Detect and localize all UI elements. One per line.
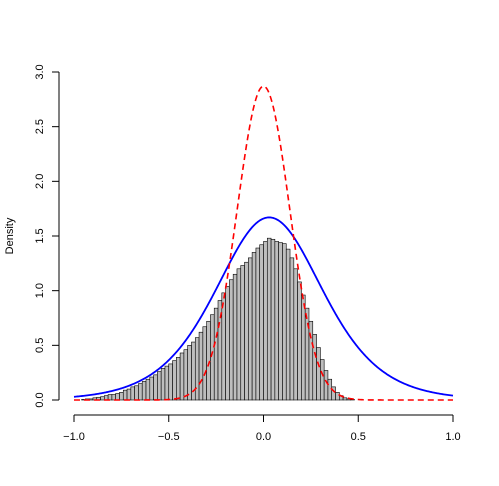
x-tick-label: −1.0 <box>63 431 85 443</box>
y-tick-label: 3.0 <box>34 64 46 79</box>
histogram-bar <box>244 261 249 401</box>
histogram-bars <box>81 237 355 401</box>
y-axis: 0.0 0.5 1.0 1.5 2.0 2.5 3.0 <box>34 64 60 408</box>
histogram-bar <box>164 365 170 401</box>
x-tick-label: −0.5 <box>158 431 180 443</box>
histogram-bar <box>225 285 230 401</box>
histogram-bar <box>236 268 242 401</box>
histogram-bar <box>149 376 154 401</box>
histogram-bar <box>312 334 317 401</box>
histogram-bar <box>172 360 177 401</box>
histogram-bar <box>248 257 253 401</box>
y-tick-label: 0.0 <box>34 392 46 407</box>
histogram-bar <box>107 394 113 401</box>
histogram-bar <box>285 248 291 401</box>
histogram-bar <box>320 359 325 401</box>
histogram-bar <box>327 378 333 401</box>
histogram-bar <box>183 349 189 401</box>
x-tick-label: 0.0 <box>256 431 271 443</box>
histogram-bar <box>251 252 257 401</box>
y-tick-label: 2.5 <box>34 119 46 134</box>
histogram-bar <box>134 385 139 401</box>
x-axis: −1.0 −0.5 0.0 0.5 1.0 <box>63 414 461 443</box>
y-tick-label: 2.0 <box>34 174 46 189</box>
histogram-bar <box>160 367 166 401</box>
histogram-bar <box>130 386 135 401</box>
histogram-bar <box>126 388 132 401</box>
x-tick-label: 0.5 <box>351 431 366 443</box>
histogram-bar <box>153 374 158 401</box>
histogram-bar <box>229 279 234 401</box>
histogram-bar <box>278 242 283 401</box>
histogram-bar <box>270 238 276 401</box>
histogram-bar <box>111 394 116 401</box>
y-tick-label: 1.5 <box>34 228 46 243</box>
y-axis-label: Density <box>4 217 16 254</box>
histogram-bar <box>210 314 215 401</box>
histogram-bar <box>115 393 120 401</box>
histogram-bar <box>157 371 162 401</box>
normal-density-curve <box>74 85 453 401</box>
histogram-bar <box>179 352 185 401</box>
histogram-bar <box>274 241 279 401</box>
histogram-bar <box>289 257 295 401</box>
histogram-bar <box>297 281 302 401</box>
histogram-bar <box>168 363 173 401</box>
histogram-bar <box>100 396 105 401</box>
histogram-bar <box>138 383 143 401</box>
histogram-bar <box>282 243 287 401</box>
histogram-bar <box>119 392 124 401</box>
histogram-bar <box>206 320 211 401</box>
histogram-bar <box>304 307 310 401</box>
histogram-bar <box>255 247 261 401</box>
histogram-bar <box>266 237 272 401</box>
density-curves <box>73 85 454 401</box>
x-tick-label: 1.0 <box>445 431 460 443</box>
histogram-bar <box>259 244 264 401</box>
histogram-bar <box>316 347 321 401</box>
histogram-bar <box>232 273 238 401</box>
histogram-bar <box>301 294 306 401</box>
histogram-bar <box>263 241 268 401</box>
histogram-bar <box>293 268 298 401</box>
histogram-bar <box>194 337 200 401</box>
histogram-bar <box>141 381 147 401</box>
histogram-bar <box>323 370 329 401</box>
histogram-bar <box>187 345 192 401</box>
histogram-bar <box>176 357 181 401</box>
histogram-bar <box>342 397 348 401</box>
histogram-bar <box>202 326 207 401</box>
histogram-bar <box>213 307 219 401</box>
histogram-bar <box>221 292 226 401</box>
y-tick-label: 1.0 <box>34 283 46 298</box>
histogram-bar <box>122 389 128 401</box>
fitted-density-curve <box>73 216 454 398</box>
histogram-bar <box>198 331 204 401</box>
histogram-bar <box>145 378 151 401</box>
histogram-bar <box>240 265 245 401</box>
y-tick-label: 0.5 <box>34 338 46 353</box>
histogram-bar <box>335 392 340 401</box>
